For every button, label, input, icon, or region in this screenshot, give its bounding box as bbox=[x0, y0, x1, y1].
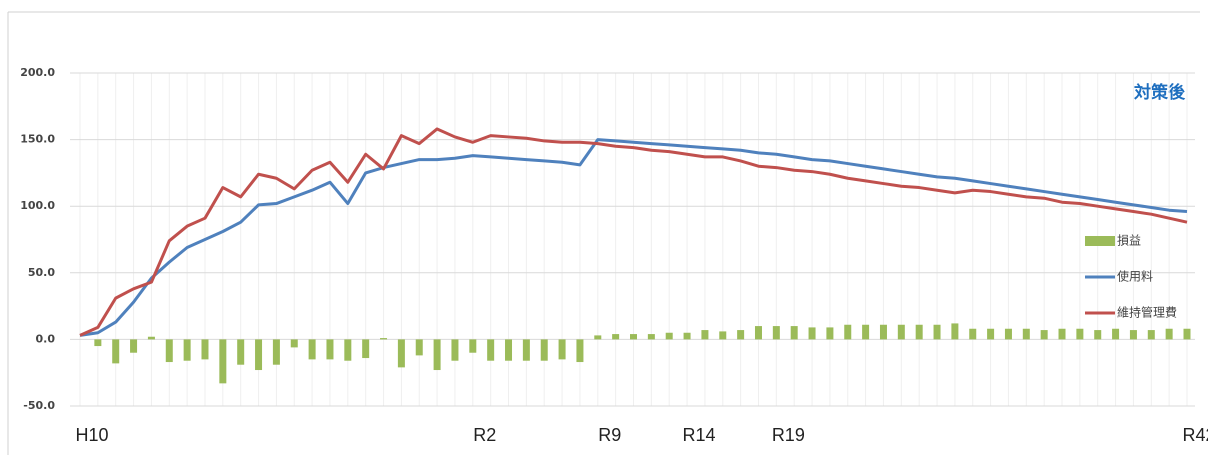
bar bbox=[1022, 328, 1030, 340]
bar bbox=[94, 339, 102, 347]
bar bbox=[451, 339, 459, 361]
bar bbox=[701, 330, 709, 340]
bar bbox=[594, 335, 602, 340]
bar bbox=[987, 328, 995, 340]
bar bbox=[719, 331, 727, 340]
bar bbox=[647, 334, 655, 340]
bar bbox=[612, 334, 620, 340]
bar bbox=[1040, 330, 1048, 340]
bar bbox=[112, 339, 120, 364]
x-tick-label: R42 bbox=[1182, 425, 1208, 445]
line bbox=[79, 127, 1188, 337]
bar bbox=[165, 339, 173, 363]
bar bbox=[1112, 328, 1120, 340]
bar bbox=[576, 339, 584, 363]
annotation: 対策後 bbox=[1133, 82, 1186, 103]
bar bbox=[344, 339, 352, 361]
bar bbox=[219, 339, 227, 384]
bar bbox=[951, 323, 959, 340]
bar bbox=[665, 332, 673, 340]
bar bbox=[772, 326, 780, 340]
bar bbox=[433, 339, 441, 371]
bar bbox=[897, 324, 905, 340]
legend-label: 損益 bbox=[1117, 233, 1141, 248]
y-tick-label: 100.0 bbox=[20, 199, 55, 212]
y-tick-label: 150.0 bbox=[20, 133, 55, 146]
bar bbox=[397, 339, 405, 368]
bar bbox=[630, 334, 637, 340]
bar bbox=[505, 339, 513, 361]
bar bbox=[915, 324, 923, 340]
bar bbox=[1004, 328, 1012, 340]
bar bbox=[326, 339, 334, 360]
x-tick-label: R19 bbox=[772, 425, 805, 445]
bar bbox=[1165, 328, 1173, 340]
bar bbox=[558, 339, 566, 360]
bar bbox=[147, 336, 155, 340]
legend-label: 使用料 bbox=[1117, 269, 1153, 284]
bar bbox=[272, 339, 280, 365]
bar bbox=[933, 324, 941, 340]
bar bbox=[1147, 330, 1155, 340]
bar bbox=[469, 339, 477, 353]
x-tick-label: R2 bbox=[473, 425, 496, 445]
bar bbox=[201, 339, 209, 360]
bar bbox=[683, 332, 691, 340]
bar bbox=[362, 339, 370, 359]
y-tick-label: 50.0 bbox=[28, 266, 55, 279]
bar bbox=[540, 339, 548, 361]
x-tick-label: R14 bbox=[683, 425, 716, 445]
x-tick-label: H10 bbox=[75, 425, 108, 445]
bar bbox=[879, 324, 887, 340]
bar bbox=[522, 339, 530, 361]
legend-swatch bbox=[1085, 236, 1115, 246]
bar bbox=[183, 339, 191, 361]
bar bbox=[862, 324, 870, 340]
bar bbox=[487, 339, 495, 361]
legend-label: 維持管理費 bbox=[1117, 305, 1177, 320]
bar bbox=[237, 339, 245, 365]
bar bbox=[754, 326, 762, 340]
bar bbox=[308, 339, 316, 360]
bar bbox=[255, 339, 263, 371]
bar bbox=[1129, 330, 1137, 340]
bar bbox=[290, 339, 298, 348]
bar bbox=[790, 326, 798, 340]
grid bbox=[79, 73, 1188, 406]
bar bbox=[737, 330, 745, 340]
bar bbox=[1076, 328, 1084, 340]
bar bbox=[130, 339, 138, 353]
bar bbox=[826, 327, 834, 340]
bar bbox=[415, 339, 423, 356]
y-tick-label: 200.0 bbox=[20, 66, 55, 79]
bar bbox=[1094, 330, 1102, 340]
bar bbox=[808, 327, 816, 340]
line bbox=[79, 138, 1188, 337]
y-tick-label: 0.0 bbox=[36, 332, 56, 345]
bar bbox=[844, 324, 852, 340]
x-tick-label: R9 bbox=[598, 425, 621, 445]
y-tick-label: -50.0 bbox=[23, 399, 55, 412]
bar bbox=[1183, 328, 1191, 340]
bar bbox=[969, 328, 977, 340]
bar bbox=[1058, 328, 1066, 340]
bar bbox=[380, 338, 388, 340]
